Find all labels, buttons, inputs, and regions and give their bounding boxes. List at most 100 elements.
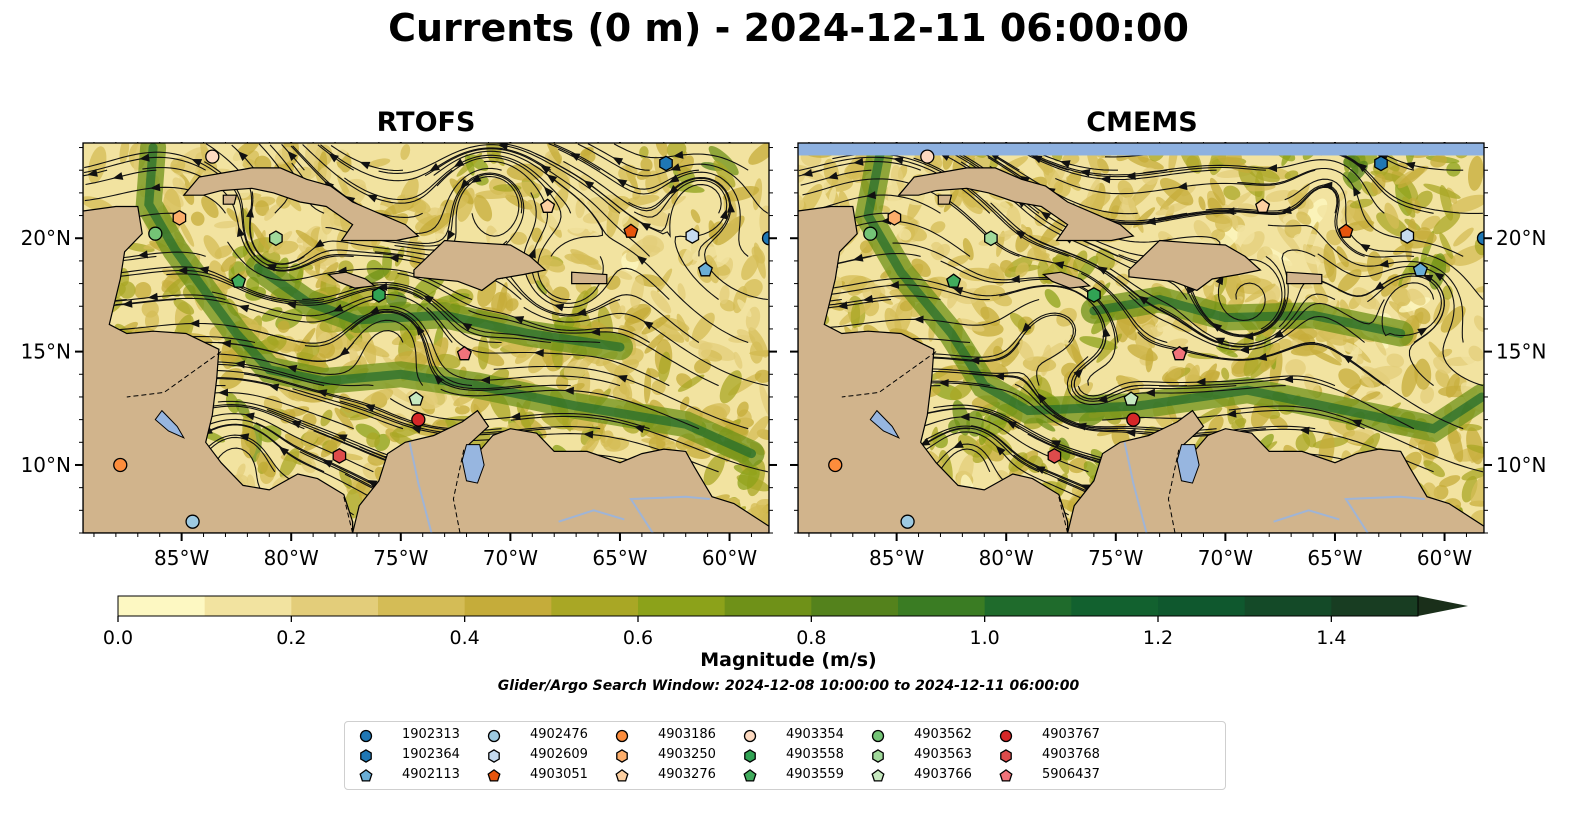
country-border [343,496,354,533]
streamline-arrow [246,207,254,218]
streamline-arrow [669,163,681,171]
float-marker-4903276 [1255,198,1271,213]
legend-marker [487,729,501,743]
land-mass [937,194,953,205]
colorbar-segment [1071,596,1159,616]
streamline-arrow [1138,295,1149,305]
legend-marker-hexagon-icon [616,749,628,763]
streamline-arrow [865,191,877,200]
x-tick-label: 70°W [483,546,538,570]
float-marker-4902476 [900,514,915,529]
colorbar-segment [464,596,552,616]
colorbar-extend-arrow [1418,596,1468,616]
legend-label: 4903562 [914,727,972,742]
legend-marker-hexagon-icon [1000,749,1012,763]
legend-marker [487,769,501,782]
colorbar-label: Magnitude (m/s) [700,649,877,671]
streamline-arrow [642,320,654,330]
legend-marker [871,729,885,743]
streamline-arrow [137,250,149,259]
float-marker-1902313 [761,231,769,246]
float-marker-4903563 [984,230,998,247]
legend-marker-pentagon-icon [743,769,757,782]
x-tick-label: 60°W [1417,546,1472,570]
float-marker-4903767 [1126,412,1141,427]
streamline-arrow [1009,275,1020,284]
legend-marker-circle-icon [487,729,501,743]
legend-label: 4903186 [658,727,716,742]
streamline-arrow [994,372,1005,381]
float-marker-4902113 [697,261,713,277]
streamline-arrow [87,168,98,177]
streamline-arrow [1195,377,1206,386]
legend-marker-hexagon-icon [360,749,372,763]
streamline-arrow [1342,354,1353,364]
legend-label: 4903276 [658,767,716,782]
streamline-arrow [827,171,839,180]
legend-label: 4903250 [658,747,716,762]
float-marker-4903562 [148,226,163,241]
legend-marker [744,749,756,763]
colorbar-segment [898,596,986,616]
streamline-arrow [1299,426,1310,435]
river [1273,509,1340,523]
lake [461,444,485,484]
country-border [1167,446,1180,533]
y-tick-label: 15°N [1496,340,1546,364]
river [629,495,710,533]
float-marker-4903051 [623,223,639,238]
river [1123,442,1148,533]
legend-marker [872,749,884,763]
streamline-arrow [198,266,210,275]
streamline-arrow [480,376,491,385]
legend-label: 4903354 [786,727,844,742]
streamline-arrow [1243,332,1254,341]
streamline-arrow [616,178,628,188]
y-tick-label: 20°N [1496,226,1546,250]
streamlines [798,143,1484,533]
streamline-arrow [366,194,378,203]
land-mass [571,271,608,285]
streamline-arrow [533,348,544,357]
map-panel-rtofs: 85°W 80°W 75°W 70°W 65°W 60°W 20°N 15°N 10°N [21,142,777,570]
streamline-arrow [726,202,735,213]
streamline-arrow [238,433,250,442]
float-marker-4903562 [863,226,878,241]
x-tick-label: 85°W [869,546,924,570]
streamline-arrow [236,226,245,237]
streamline-arrow [913,315,924,324]
streamline-arrow [328,153,339,163]
map-frame [797,142,1485,534]
streamline-arrow [1283,375,1294,384]
streamline-arrow [1239,345,1250,354]
legend-marker-hexagon-icon [488,749,500,763]
y-tick-label: 15°N [21,340,71,364]
streamline-arrow [268,383,280,392]
streamline-arrow [191,158,203,167]
float-marker-5906437 [456,345,472,361]
x-tick-label: 60°W [702,546,757,570]
float-legend: 1902313 1902364 4902113 4902476 4902609 49030… [344,721,1226,790]
streamline-arrow [862,294,874,303]
y-tick-label: 10°N [21,453,71,477]
legend-marker-pentagon-icon [359,769,373,782]
streamline-arrow [616,375,628,383]
x-tick-label: 65°W [592,546,647,570]
legend-label: 4903767 [1042,727,1100,742]
country-border [1058,496,1069,533]
float-marker-4903768 [332,448,347,464]
legend-marker [360,749,372,763]
legend-marker-hexagon-icon [744,749,756,763]
legend-marker-circle-icon [359,729,373,743]
streamline-arrow [1351,419,1363,428]
legend-marker [359,729,373,743]
jet-band [253,263,625,352]
x-tick-label: 75°W [373,546,428,570]
streamline-arrow [969,356,980,365]
streamline-arrow [470,174,482,183]
float-marker-4903051 [1338,223,1354,238]
legend-label: 4903558 [786,747,844,762]
legend-marker [359,769,373,782]
colorbar-tick-label: 0.2 [276,627,306,646]
float-marker-4902476 [185,514,200,529]
